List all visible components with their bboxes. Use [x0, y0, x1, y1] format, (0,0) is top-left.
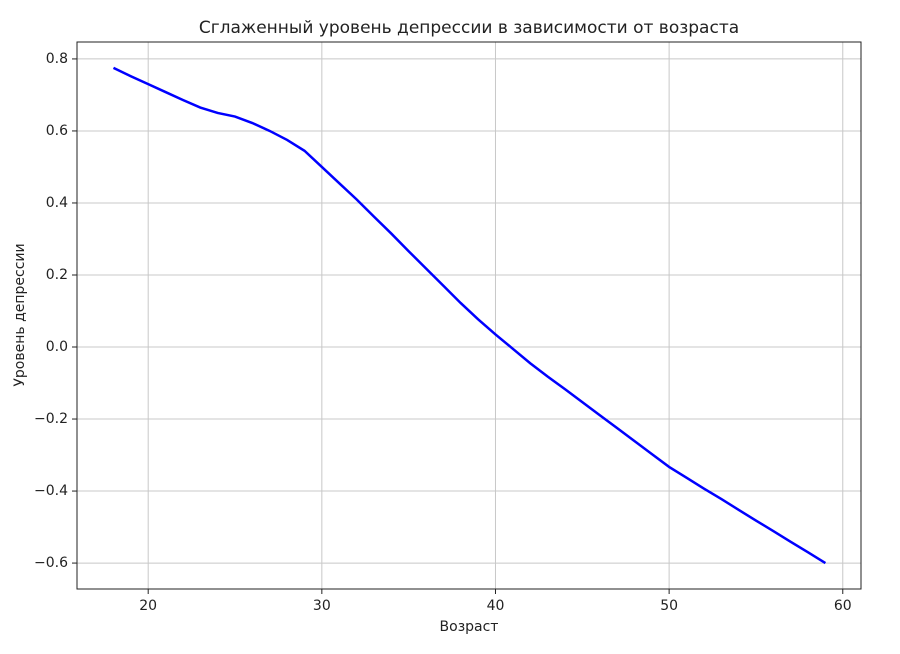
y-tick-label: 0.4: [46, 195, 68, 211]
x-tick-label: 50: [660, 598, 678, 614]
y-tick-label: 0.8: [46, 51, 68, 67]
plot-frame: [76, 41, 862, 590]
y-tick-label: 0.6: [46, 123, 68, 139]
x-tick-label: 30: [313, 598, 331, 614]
y-tick-label: 0.0: [46, 339, 68, 355]
y-axis-label: Уровень депрессии: [12, 243, 28, 386]
x-tick-label: 20: [139, 598, 157, 614]
chart-title: Сглаженный уровень депрессии в зависимос…: [199, 18, 739, 38]
y-tick-label: −0.2: [34, 411, 68, 427]
line-series: [112, 66, 827, 565]
y-tick-label: 0.2: [46, 267, 68, 283]
x-tick-label: 60: [834, 598, 852, 614]
x-axis-label: Возраст: [440, 619, 499, 635]
y-tick-label: −0.4: [34, 483, 68, 499]
x-tick-label: 40: [487, 598, 505, 614]
y-tick-label: −0.6: [34, 555, 68, 571]
